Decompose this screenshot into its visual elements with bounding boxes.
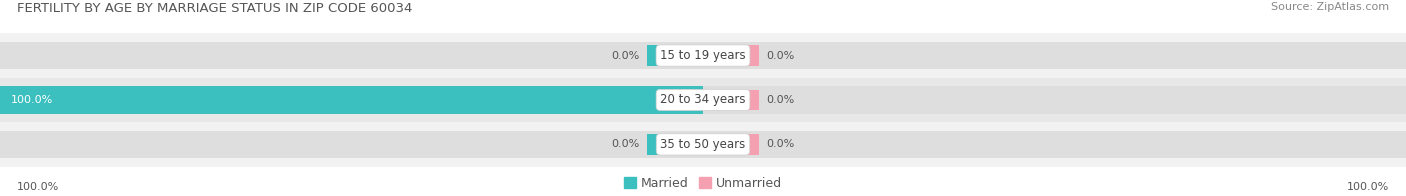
Bar: [703, 45, 759, 66]
Text: 0.0%: 0.0%: [612, 139, 640, 149]
Text: 35 to 50 years: 35 to 50 years: [661, 138, 745, 151]
Text: 20 to 34 years: 20 to 34 years: [661, 93, 745, 106]
Text: 0.0%: 0.0%: [612, 51, 640, 61]
Text: 0.0%: 0.0%: [766, 139, 794, 149]
Bar: [0, 131, 1406, 158]
Text: 0.0%: 0.0%: [766, 51, 794, 61]
Text: 100.0%: 100.0%: [1347, 182, 1389, 192]
Text: 0.0%: 0.0%: [766, 95, 794, 105]
Bar: [703, 134, 759, 155]
Legend: Married, Unmarried: Married, Unmarried: [624, 177, 782, 190]
Text: 15 to 19 years: 15 to 19 years: [661, 49, 745, 62]
Bar: [0, 42, 1406, 69]
Bar: [0, 33, 1406, 78]
Text: Source: ZipAtlas.com: Source: ZipAtlas.com: [1271, 2, 1389, 12]
Bar: [0, 86, 1406, 114]
Bar: [0, 122, 1406, 167]
Bar: [0, 78, 1406, 122]
Text: 100.0%: 100.0%: [10, 95, 53, 105]
Bar: [647, 134, 703, 155]
Text: FERTILITY BY AGE BY MARRIAGE STATUS IN ZIP CODE 60034: FERTILITY BY AGE BY MARRIAGE STATUS IN Z…: [17, 2, 412, 15]
Bar: [703, 90, 759, 110]
Bar: [647, 90, 703, 110]
Bar: [0, 86, 703, 114]
Text: 100.0%: 100.0%: [17, 182, 59, 192]
Bar: [647, 45, 703, 66]
